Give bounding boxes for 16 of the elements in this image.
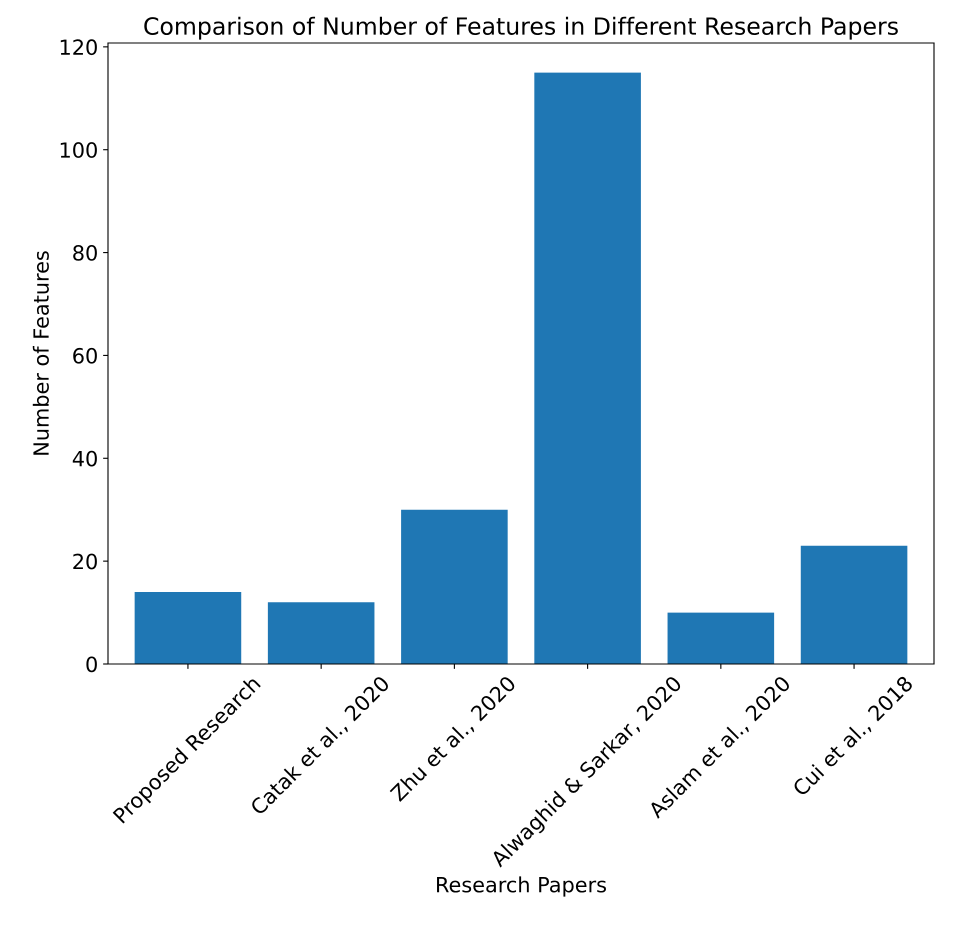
y-tick-label: 60 bbox=[73, 348, 97, 364]
x-axis-title: Research Papers bbox=[437, 876, 606, 897]
y-tick-label: 0 bbox=[86, 656, 97, 672]
y-tick-label: 40 bbox=[72, 450, 97, 466]
bar bbox=[401, 510, 508, 664]
bar bbox=[268, 602, 374, 664]
y-axis-title: Number of Features bbox=[32, 251, 49, 455]
bar bbox=[668, 612, 774, 664]
chart-title: Comparison of Number of Features in Different Research Papers bbox=[144, 16, 898, 40]
y-tick-label: 100 bbox=[60, 142, 97, 158]
bar bbox=[134, 592, 242, 664]
y-tick-label: 120 bbox=[60, 39, 97, 56]
y-tick-label: 80 bbox=[73, 245, 97, 261]
bar bbox=[534, 72, 641, 664]
bar bbox=[800, 546, 908, 664]
y-tick-label: 20 bbox=[73, 554, 97, 570]
